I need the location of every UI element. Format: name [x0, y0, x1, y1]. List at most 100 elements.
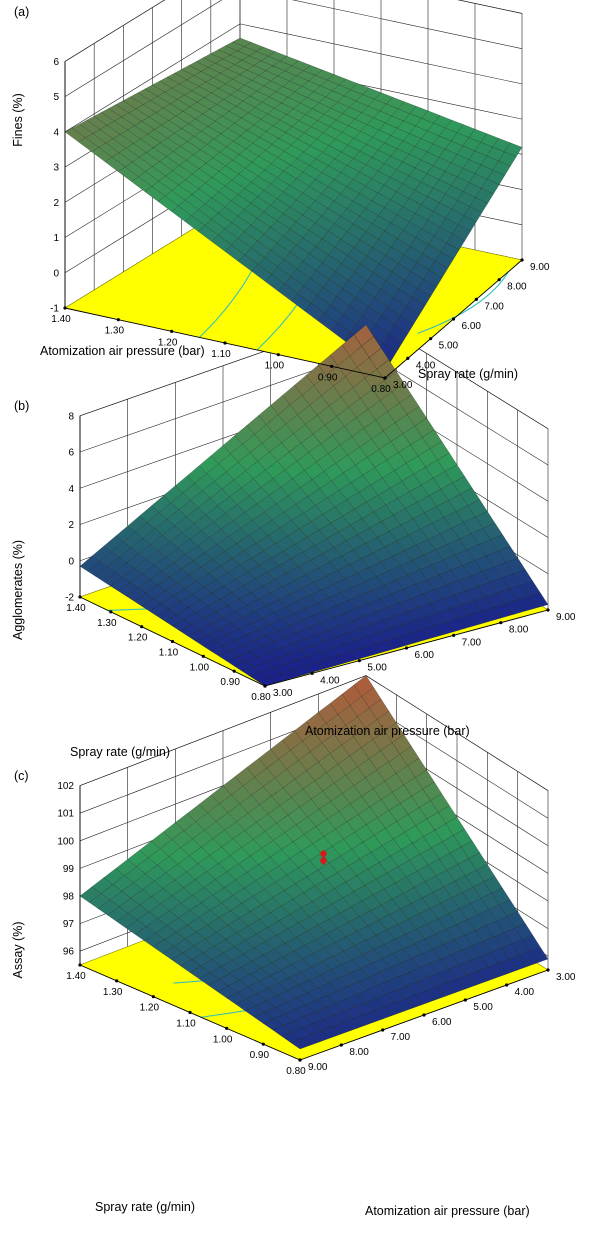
- x-tick-label: 1.20: [158, 337, 178, 348]
- y-tick-label: 9.00: [308, 1062, 328, 1073]
- z-tick-label: 4: [53, 127, 59, 138]
- y-tick-label: 3.00: [393, 380, 413, 391]
- y-tick-mark: [383, 376, 387, 380]
- x-tick-label: 1.30: [103, 987, 123, 998]
- x-tick-mark: [140, 625, 144, 629]
- y-tick-label: 8.00: [509, 625, 529, 636]
- z-tick-label: -2: [65, 593, 74, 604]
- response-surface: [79, 675, 549, 1050]
- x-axis-label: Atomization air pressure (bar): [305, 724, 470, 738]
- response-surface: [79, 324, 549, 687]
- x-tick-label: 1.10: [211, 349, 231, 360]
- z-tick-label: 102: [57, 781, 74, 792]
- surface-cell: [529, 946, 549, 963]
- x-tick-mark: [170, 329, 174, 333]
- x-tick-label: 0.80: [286, 1066, 306, 1077]
- y-tick-mark: [499, 621, 503, 625]
- y-tick-label: 9.00: [556, 612, 576, 623]
- x-tick-mark: [261, 1042, 265, 1046]
- z-tick-label: 3: [53, 163, 59, 174]
- y-axis-label: Spray rate (g/min): [70, 745, 170, 759]
- y-axis-label: Spray rate (g/min): [418, 367, 518, 381]
- z-tick-label: 99: [63, 864, 75, 875]
- x-tick-mark: [276, 353, 280, 357]
- x-tick-label: 1.40: [66, 971, 86, 982]
- y-tick-label: 5.00: [473, 1002, 493, 1013]
- x-tick-mark: [223, 341, 227, 345]
- z-axis-label: Assay (%): [11, 922, 25, 979]
- x-tick-label: 1.00: [190, 662, 210, 673]
- x-tick-label: 0.80: [251, 692, 271, 703]
- y-tick-mark: [422, 1013, 426, 1017]
- x-tick-mark: [170, 639, 175, 644]
- z-tick-label: 6: [53, 57, 59, 68]
- panel-label: (a): [14, 5, 29, 19]
- y-tick-mark: [546, 608, 550, 612]
- x-tick-label: 1.10: [176, 1019, 196, 1030]
- x-tick-label: 1.30: [97, 618, 117, 629]
- x-tick-label: 0.90: [318, 372, 338, 383]
- z-tick-label: 0: [53, 268, 59, 279]
- y-tick-label: 4.00: [515, 987, 535, 998]
- surface-cell: [504, 142, 523, 157]
- y-tick-mark: [404, 646, 409, 650]
- x-tick-mark: [188, 1010, 192, 1015]
- x-tick-mark: [201, 654, 205, 658]
- y-tick-label: 5.00: [367, 663, 387, 674]
- z-tick-label: 97: [63, 919, 75, 930]
- panel-label: (b): [14, 399, 29, 413]
- z-tick-label: 6: [68, 448, 74, 459]
- y-tick-label: 7.00: [462, 637, 482, 648]
- z-tick-label: 1: [53, 233, 59, 244]
- x-tick-label: 1.00: [213, 1034, 233, 1045]
- x-tick-label: 1.20: [140, 1003, 160, 1014]
- x-axis-label: Atomization air pressure (bar): [365, 1204, 530, 1218]
- floor-contour: [417, 271, 509, 334]
- x-tick-mark: [225, 1026, 229, 1030]
- z-axis-label: Fines (%): [11, 93, 25, 146]
- y-tick-mark: [310, 671, 314, 675]
- x-tick-mark: [330, 364, 334, 368]
- z-axis-label: Agglomerates (%): [11, 540, 25, 640]
- z-tick-label: 101: [57, 809, 74, 820]
- x-tick-label: 1.20: [128, 633, 148, 644]
- z-tick-label: 0: [68, 556, 74, 567]
- y-tick-mark: [451, 317, 456, 321]
- response-surface: [64, 37, 523, 372]
- y-tick-label: 7.00: [484, 301, 504, 312]
- y-tick-mark: [298, 1058, 302, 1062]
- y-tick-mark: [357, 659, 361, 663]
- y-tick-label: 9.00: [530, 262, 550, 273]
- design-point: [320, 857, 327, 864]
- y-tick-mark: [546, 968, 550, 972]
- x-tick-label: 0.80: [371, 384, 391, 395]
- z-tick-label: 5: [53, 92, 59, 103]
- y-tick-mark: [263, 684, 267, 688]
- x-tick-mark: [116, 318, 120, 322]
- surface-cell: [528, 592, 549, 609]
- x-tick-mark: [115, 979, 119, 983]
- panel-label: (c): [14, 769, 29, 783]
- z-gridline: [457, 0, 523, 14]
- y-tick-label: 4.00: [320, 675, 340, 686]
- x-tick-mark: [151, 995, 155, 999]
- z-tick-label: 2: [68, 520, 74, 531]
- x-tick-label: 0.90: [220, 677, 240, 688]
- y-tick-label: 6.00: [432, 1017, 452, 1028]
- x-axis-label: Atomization air pressure (bar): [40, 344, 205, 358]
- y-tick-label: 8.00: [349, 1047, 369, 1058]
- z-tick-label: 100: [57, 836, 74, 847]
- y-tick-label: 4.00: [416, 360, 436, 371]
- y-tick-mark: [339, 1043, 343, 1047]
- y-tick-mark: [406, 356, 410, 360]
- x-tick-label: 0.90: [250, 1050, 270, 1061]
- x-tick-label: 1.40: [66, 603, 86, 614]
- x-tick-mark: [78, 595, 82, 599]
- y-tick-mark: [381, 1028, 385, 1032]
- y-tick-label: 3.00: [556, 972, 576, 983]
- y-tick-label: 7.00: [391, 1032, 411, 1043]
- y-tick-mark: [452, 633, 456, 637]
- y-tick-mark: [474, 297, 478, 301]
- z-tick-label: 96: [63, 947, 75, 958]
- x-tick-mark: [109, 610, 113, 614]
